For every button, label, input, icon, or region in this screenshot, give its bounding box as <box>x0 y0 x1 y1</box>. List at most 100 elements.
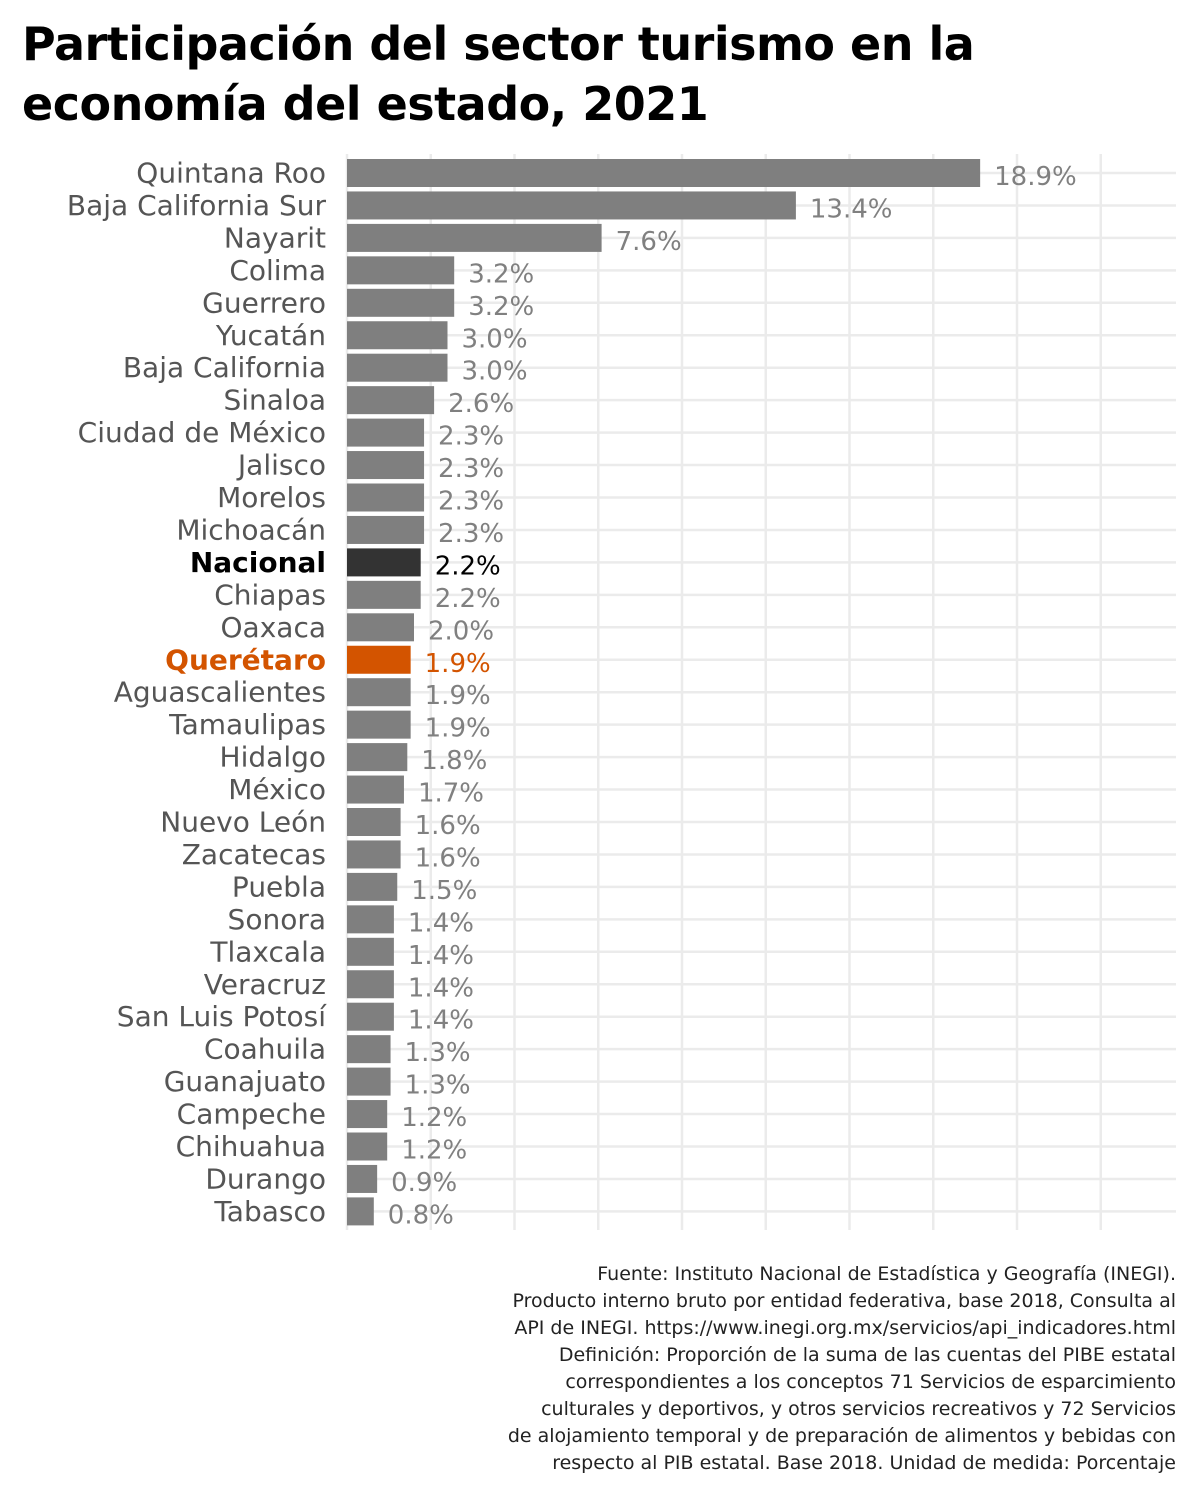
caption-line-4: Definición: Proporción de la suma de las… <box>558 1344 1176 1366</box>
bar-chiapas <box>347 580 421 609</box>
bar-sonora <box>347 905 394 934</box>
value-label-colima: 3.2% <box>468 259 534 289</box>
bar-tabasco <box>347 1197 374 1226</box>
category-label-sinaloa: Sinaloa <box>223 384 326 417</box>
category-label-jalisco: Jalisco <box>236 449 326 482</box>
bar-chart: Quintana Roo 18.9% Baja California Sur 13.4… <box>67 154 1176 1230</box>
bar-baja-california-sur <box>347 191 796 220</box>
value-label-tlaxcala: 1.4% <box>408 941 474 971</box>
category-label-chiapas: Chiapas <box>214 578 326 611</box>
value-label-ciudad-de-mexico: 2.3% <box>438 422 504 452</box>
value-label-tabasco: 0.8% <box>388 1200 454 1230</box>
category-label-campeche: Campeche <box>177 1098 326 1131</box>
caption-line-7: de alojamiento temporal y de preparación… <box>507 1425 1176 1447</box>
category-label-tabasco: Tabasco <box>213 1195 326 1228</box>
category-label-tlaxcala: Tlaxcala <box>209 935 326 968</box>
category-label-nuevo-leon: Nuevo León <box>160 806 326 839</box>
value-label-yucatan: 3.0% <box>462 324 528 354</box>
bar-colima <box>347 256 455 285</box>
bar-tlaxcala <box>347 937 394 966</box>
category-label-nacional: Nacional <box>190 546 326 579</box>
category-label-coahuila: Coahuila <box>204 1033 326 1066</box>
category-label-chihuahua: Chihuahua <box>176 1130 326 1163</box>
chart-title: Participación del sector turismo en la e… <box>22 14 1172 134</box>
bar-durango <box>347 1164 378 1193</box>
bar-coahuila <box>347 1035 391 1064</box>
value-label-oaxaca: 2.0% <box>428 616 494 646</box>
bar-nayarit <box>347 223 602 252</box>
bar-chihuahua <box>347 1132 388 1161</box>
bar-aguascalientes <box>347 678 411 707</box>
value-label-aguascalientes: 1.9% <box>425 681 491 711</box>
bar-campeche <box>347 1100 388 1129</box>
category-label-baja-california-sur: Baja California Sur <box>67 189 327 222</box>
category-label-ciudad-de-mexico: Ciudad de México <box>78 416 326 449</box>
chart-title-line-1: Participación del sector turismo en la <box>22 17 975 71</box>
category-label-quintana-roo: Quintana Roo <box>136 157 326 190</box>
category-label-aguascalientes: Aguascalientes <box>114 676 326 709</box>
value-label-nuevo-leon: 1.6% <box>415 811 481 841</box>
value-label-jalisco: 2.3% <box>438 454 504 484</box>
value-label-sonora: 1.4% <box>408 908 474 938</box>
category-label-durango: Durango <box>205 1162 326 1195</box>
bar-puebla <box>347 872 398 901</box>
value-label-sinaloa: 2.6% <box>448 389 514 419</box>
category-label-guanajuato: Guanajuato <box>164 1065 326 1098</box>
category-label-queretaro: Querétaro <box>165 643 326 676</box>
bar-jalisco <box>347 451 425 480</box>
category-label-san-luis-potosi: San Luis Potosí <box>117 1000 327 1033</box>
bar-nacional <box>347 548 421 577</box>
value-label-nacional: 2.2% <box>435 551 501 581</box>
value-label-hidalgo: 1.8% <box>421 746 487 776</box>
value-label-morelos: 2.3% <box>438 487 504 517</box>
bar-zacatecas <box>347 840 401 869</box>
bar-morelos <box>347 483 425 512</box>
value-label-tamaulipas: 1.9% <box>425 714 491 744</box>
category-label-michoacan: Michoacán <box>176 513 326 546</box>
bar-baja-california <box>347 353 448 382</box>
category-label-colima: Colima <box>229 254 326 287</box>
bar-yucatan <box>347 321 448 350</box>
caption-line-3: API de INEGI. https://www.inegi.org.mx/s… <box>514 1317 1176 1339</box>
value-label-mexico: 1.7% <box>418 779 484 809</box>
value-label-chiapas: 2.2% <box>435 584 501 614</box>
bar-michoacan <box>347 515 425 544</box>
category-label-yucatan: Yucatán <box>215 319 326 352</box>
value-label-baja-california-sur: 13.4% <box>810 194 893 224</box>
value-label-baja-california: 3.0% <box>462 357 528 387</box>
category-label-baja-california: Baja California <box>123 351 326 384</box>
category-label-sonora: Sonora <box>228 903 326 936</box>
bar-sinaloa <box>347 386 435 415</box>
source-caption: Fuente: Instituto Nacional de Estadístic… <box>276 1261 1176 1477</box>
caption-line-6: culturales y deportivos, y otros servici… <box>541 1398 1176 1420</box>
bar-guerrero <box>347 288 455 317</box>
category-label-hidalgo: Hidalgo <box>220 741 326 774</box>
value-label-nayarit: 7.6% <box>616 227 682 257</box>
value-label-chihuahua: 1.2% <box>401 1136 467 1166</box>
value-label-durango: 0.9% <box>391 1168 457 1198</box>
value-label-guanajuato: 1.3% <box>405 1071 471 1101</box>
bar-oaxaca <box>347 613 414 642</box>
category-label-zacatecas: Zacatecas <box>182 838 326 871</box>
caption-line-5: correspondientes a los conceptos 71 Serv… <box>565 1371 1176 1393</box>
category-label-morelos: Morelos <box>217 481 326 514</box>
bar-mexico <box>347 775 404 804</box>
caption-line-2: Producto interno bruto por entidad feder… <box>512 1290 1176 1312</box>
value-label-michoacan: 2.3% <box>438 519 504 549</box>
value-label-queretaro: 1.9% <box>425 649 491 679</box>
value-label-coahuila: 1.3% <box>405 1038 471 1068</box>
bar-queretaro <box>347 645 411 674</box>
category-label-nayarit: Nayarit <box>224 221 326 254</box>
caption-line-1: Fuente: Instituto Nacional de Estadístic… <box>597 1263 1176 1285</box>
bar-quintana-roo <box>347 159 981 187</box>
category-label-tamaulipas: Tamaulipas <box>168 708 326 741</box>
value-label-guerrero: 3.2% <box>468 292 534 322</box>
value-label-veracruz: 1.4% <box>408 973 474 1003</box>
value-label-quintana-roo: 18.9% <box>994 162 1077 192</box>
value-label-zacatecas: 1.6% <box>415 843 481 873</box>
bar-san-luis-potosi <box>347 1002 394 1031</box>
category-label-oaxaca: Oaxaca <box>221 611 326 644</box>
bar-guanajuato <box>347 1067 391 1096</box>
category-label-guerrero: Guerrero <box>202 286 326 319</box>
bar-ciudad-de-mexico <box>347 418 425 447</box>
